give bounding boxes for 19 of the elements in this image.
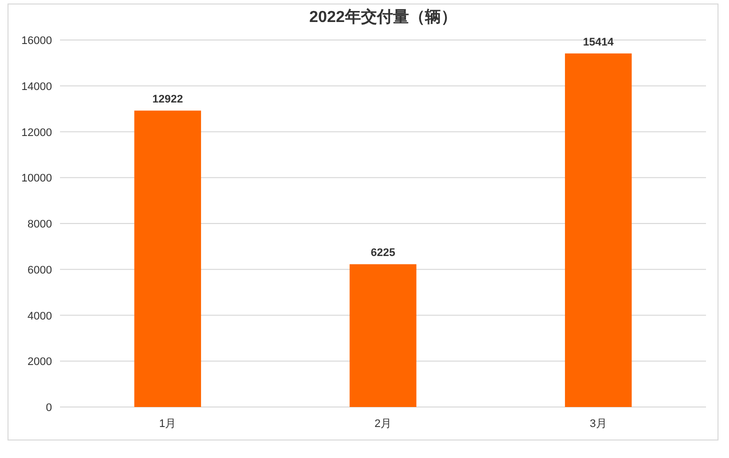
x-tick-label: 2月 <box>374 418 392 430</box>
x-tick-label: 3月 <box>590 418 607 430</box>
y-tick-label: 4000 <box>28 310 52 322</box>
bar <box>350 264 416 407</box>
bar <box>134 110 202 407</box>
y-tick-label: 10000 <box>21 172 52 185</box>
y-tick-label: 16000 <box>21 35 52 47</box>
data-label: 6225 <box>370 247 396 260</box>
data-label: 12922 <box>152 94 183 106</box>
y-tick-label: 0 <box>46 402 52 414</box>
x-tick-label: 1月 <box>159 418 176 430</box>
y-tick-label: 12000 <box>21 126 52 139</box>
chart-title: 2022年交付量（辆） <box>309 7 457 26</box>
data-label: 15414 <box>583 36 615 48</box>
y-tick-label: 6000 <box>28 264 52 276</box>
y-tick-label: 2000 <box>28 356 52 368</box>
y-tick-label: 8000 <box>28 218 52 230</box>
bar <box>564 53 632 407</box>
y-tick-label: 14000 <box>21 80 52 93</box>
